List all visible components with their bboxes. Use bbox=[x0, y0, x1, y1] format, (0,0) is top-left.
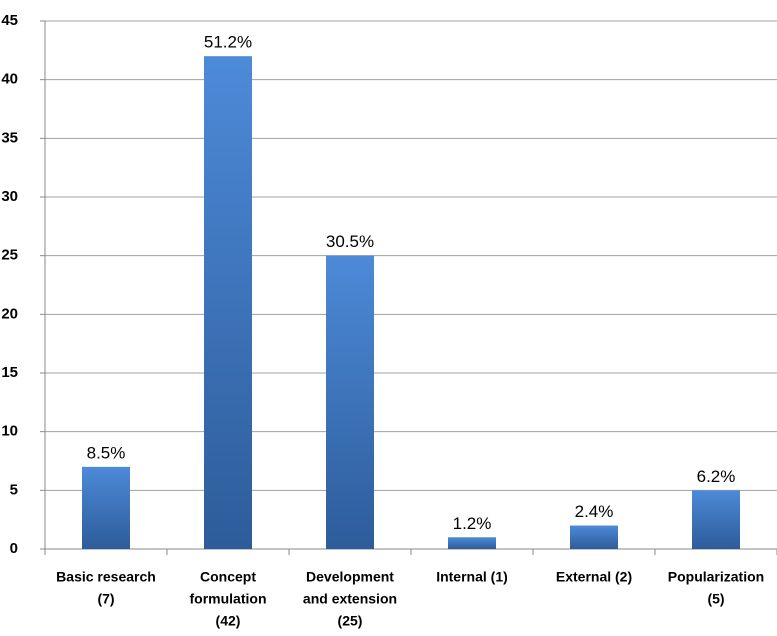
y-tick-label: 30 bbox=[1, 188, 18, 205]
x-tick-label: Development bbox=[306, 569, 394, 585]
data-label: 2.4% bbox=[575, 502, 614, 521]
bar bbox=[204, 56, 252, 549]
y-tick-label: 25 bbox=[1, 247, 18, 264]
y-tick-label: 15 bbox=[1, 364, 18, 381]
y-tick-label: 10 bbox=[1, 423, 18, 440]
y-tick-label: 40 bbox=[1, 71, 18, 88]
bar bbox=[570, 525, 618, 549]
x-tick-label: Internal (1) bbox=[436, 569, 508, 585]
x-tick-label: (25) bbox=[338, 613, 363, 629]
data-label: 30.5% bbox=[326, 232, 374, 251]
y-tick-label: 0 bbox=[10, 540, 18, 557]
x-tick-label: (5) bbox=[707, 591, 724, 607]
x-tick-label: and extension bbox=[303, 591, 397, 607]
bar bbox=[326, 255, 374, 549]
x-tick-label: (7) bbox=[97, 591, 114, 607]
bar bbox=[448, 537, 496, 549]
bar bbox=[82, 466, 130, 549]
x-tick-label: (42) bbox=[216, 613, 241, 629]
y-tick-label: 35 bbox=[1, 129, 18, 146]
x-tick-label: formulation bbox=[190, 591, 267, 607]
x-tick-label: Basic research bbox=[56, 569, 156, 585]
y-tick-label: 5 bbox=[10, 481, 18, 498]
y-tick-label: 20 bbox=[1, 305, 18, 322]
bar bbox=[692, 490, 740, 549]
data-label: 8.5% bbox=[87, 443, 126, 462]
y-tick-label: 45 bbox=[1, 12, 18, 29]
data-label: 1.2% bbox=[453, 514, 492, 533]
x-tick-label: Concept bbox=[200, 569, 256, 585]
x-tick-label: Popularization bbox=[668, 569, 764, 585]
data-label: 51.2% bbox=[204, 33, 252, 52]
x-tick-label: External (2) bbox=[556, 569, 632, 585]
data-label: 6.2% bbox=[697, 467, 736, 486]
